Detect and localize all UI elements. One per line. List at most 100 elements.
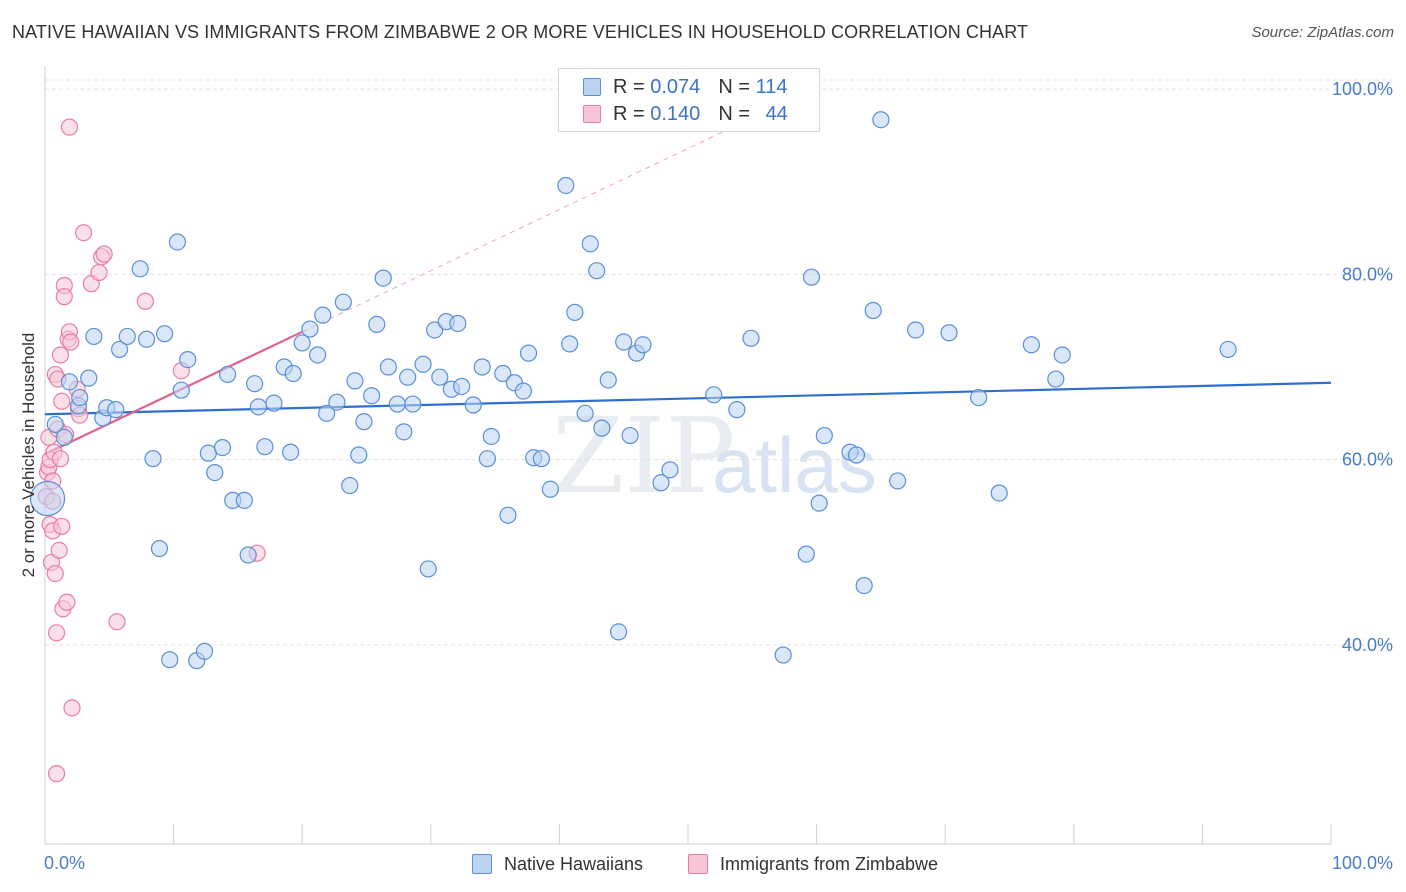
native-hawaiian-point <box>541 480 559 498</box>
native-hawaiian-point <box>60 373 79 391</box>
native-hawaiian-point <box>265 394 283 412</box>
native-hawaiian-point <box>85 327 103 346</box>
native-hawaiian-point <box>235 491 253 509</box>
native-hawaiian-point <box>615 333 633 351</box>
native-hawaiian-point <box>802 268 821 286</box>
y-tick-label: 80.0% <box>1342 264 1393 284</box>
native-hawaiian-point <box>239 546 257 564</box>
native-hawaiian-point <box>318 404 336 422</box>
legend-r-label: R = <box>613 102 651 125</box>
native-hawaiian-point <box>599 371 617 389</box>
legend-r-value: 0.140 <box>650 102 701 125</box>
legend-n-label: N = <box>718 102 756 125</box>
native-hawaiian-point <box>350 446 368 464</box>
native-hawaiian-point <box>593 419 611 437</box>
trend-lines <box>44 117 1332 456</box>
pink-swatch-icon <box>688 854 708 874</box>
bottom-legend-label: Native Hawaiians <box>504 853 644 874</box>
native-hawaiian-point <box>249 398 268 416</box>
zimbabwe-point <box>53 517 71 535</box>
zimbabwe-point <box>51 450 70 468</box>
watermark-atlas: atlas <box>712 421 877 509</box>
native-hawaiian-point <box>566 303 584 321</box>
native-hawaiian-point <box>990 484 1008 502</box>
zimbabwe-point <box>136 292 154 310</box>
native-hawaiian-point <box>473 358 491 376</box>
native-hawaiian-point <box>379 358 397 376</box>
y-tick-label: 40.0% <box>1342 635 1393 655</box>
native-hawaiian-point <box>970 388 988 407</box>
native-hawaiian-point <box>246 375 264 393</box>
zimbabwe-point <box>62 333 80 351</box>
legend-r-value: 0.074 <box>650 75 701 98</box>
native-hawaiian-point <box>213 438 232 457</box>
native-hawaiian-point <box>621 426 639 445</box>
native-hawaiian-point <box>363 387 381 405</box>
native-hawaiian-point <box>314 306 332 324</box>
native-hawaiian-point <box>557 176 575 195</box>
correlation-legend: R = 0.074 N = 114 R = 0.140 N = 44 <box>558 68 820 132</box>
legend-r-label: R = <box>613 75 651 98</box>
zimbabwe-point <box>60 118 79 136</box>
tick-labels: 40.0% 60.0% 80.0% 100.0% 0.0% 100.0% 2 or more… <box>19 79 1393 873</box>
native-hawaiian-point <box>301 320 319 338</box>
native-hawaiian-point <box>55 428 73 447</box>
native-hawaiian-point <box>29 480 66 517</box>
native-hawaiian-point <box>815 426 833 445</box>
bottom-legend-zimbabwe: Immigrants from Zimbabwe <box>688 852 938 876</box>
native-hawaiian-point <box>414 355 432 373</box>
native-hawaiian-point <box>161 651 179 669</box>
native-hawaiian-point <box>328 393 346 411</box>
zimbabwe-point <box>46 564 64 583</box>
native-hawaiian-point <box>110 340 129 359</box>
native-hawaiian-point <box>652 474 670 492</box>
native-hawaiian-point <box>395 423 413 441</box>
native-hawaiian-point <box>588 262 606 280</box>
zimbabwe-trend-extension <box>301 117 753 333</box>
native-hawaiian-point <box>872 111 890 129</box>
native-hawaiian-point <box>581 235 599 253</box>
native-hawaiian-point <box>576 404 594 422</box>
native-hawaiian-point <box>847 446 866 464</box>
native-hawaiian-point <box>431 368 449 386</box>
blue-swatch-icon <box>583 78 601 96</box>
zimbabwe-point <box>47 624 66 642</box>
native-hawaiian-point <box>561 335 579 353</box>
legend-row-zimbabwe: R = 0.140 N = 44 <box>583 102 788 126</box>
native-hawaiian-trend-line <box>44 381 1332 416</box>
native-hawaiian-point <box>293 334 311 352</box>
zimbabwe-point <box>51 346 70 364</box>
native-hawaiian-point <box>728 401 746 419</box>
native-hawaiian-point <box>774 646 792 664</box>
chart-title: NATIVE HAWAIIAN VS IMMIGRANTS FROM ZIMBA… <box>12 22 1029 42</box>
native-hawaiian-point <box>499 506 517 524</box>
native-hawaiian-point <box>810 494 828 512</box>
native-hawaiian-point <box>71 388 89 407</box>
native-hawaiian-point <box>494 364 512 383</box>
native-hawaiian-point <box>464 396 482 414</box>
native-hawaiian-point <box>742 329 760 347</box>
native-hawaiian-point <box>705 386 723 404</box>
y-tick-label: 60.0% <box>1342 450 1393 470</box>
legend-n-label: N = <box>718 75 756 98</box>
native-hawaiian-point <box>940 324 958 342</box>
native-hawaiian-point <box>864 301 882 320</box>
legend-n-value: 44 <box>765 102 788 125</box>
native-hawaiian-point <box>482 427 500 446</box>
native-hawaiian-point <box>150 539 169 558</box>
source-label: Source: ZipAtlas.com <box>1251 24 1394 41</box>
native-hawaiian-point <box>634 336 652 354</box>
zimbabwe-point <box>58 593 76 611</box>
native-hawaiian-point <box>284 364 302 383</box>
native-hawaiian-point <box>855 576 873 595</box>
native-hawaiian-point <box>388 395 406 413</box>
native-hawaiian-point <box>131 260 149 278</box>
native-hawaiian-point <box>1219 340 1237 359</box>
legend-n-value: 114 <box>755 75 788 98</box>
x-tick-label: 0.0% <box>44 853 85 873</box>
zimbabwe-point <box>90 263 108 282</box>
zimbabwe-point <box>50 541 68 559</box>
native-hawaiian-point <box>118 327 136 346</box>
native-hawaiian-point <box>519 344 538 362</box>
